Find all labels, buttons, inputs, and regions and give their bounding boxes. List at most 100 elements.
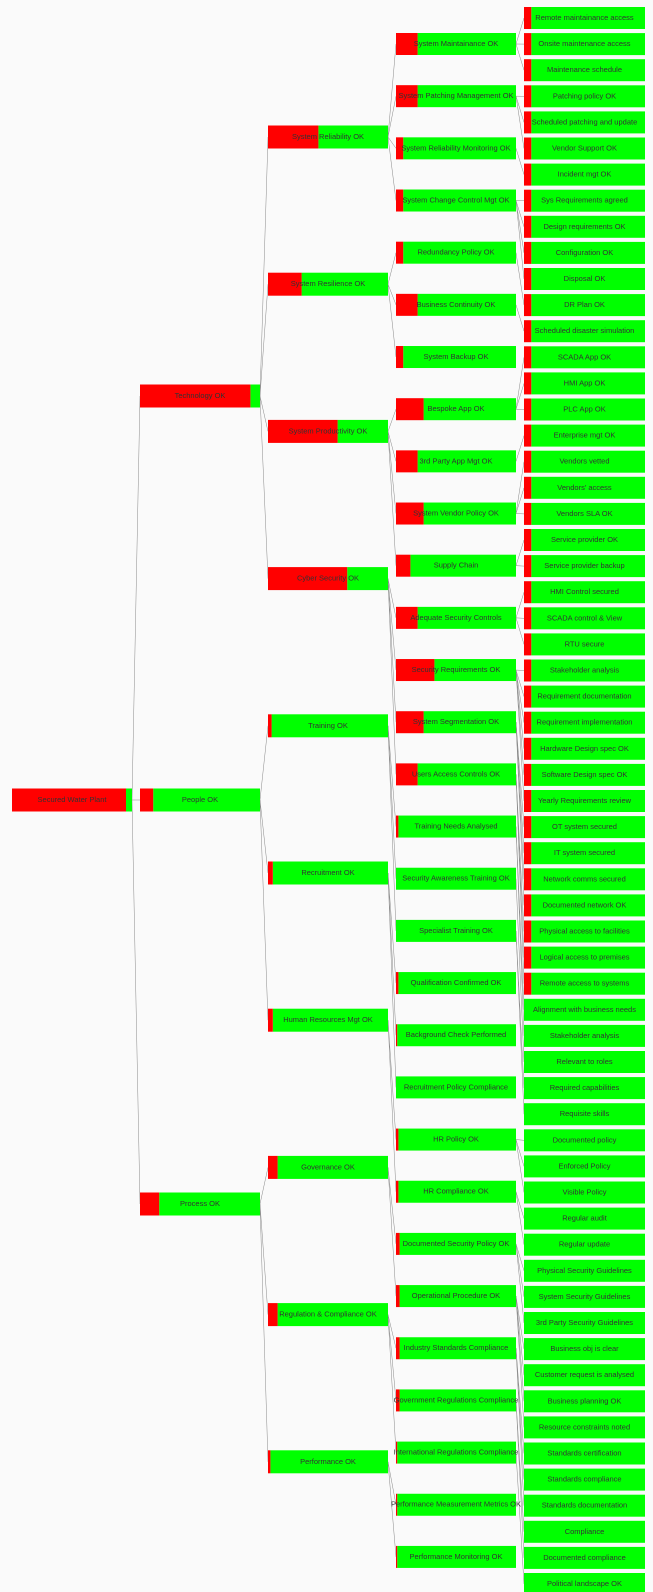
fail-bar xyxy=(396,554,411,577)
ok-bar xyxy=(524,1364,645,1387)
fail-bar xyxy=(396,1180,399,1203)
edge xyxy=(387,872,397,1088)
ok-bar xyxy=(531,59,645,82)
ok-bar xyxy=(417,606,516,629)
node-label: Customer request is analysed xyxy=(535,1370,634,1379)
ok-bar xyxy=(524,1468,645,1491)
fail-bar xyxy=(524,33,532,56)
edge xyxy=(387,578,397,618)
node-label: Alignment with business needs xyxy=(533,1005,636,1014)
ok-bar xyxy=(524,998,645,1021)
ok-bar xyxy=(531,398,645,421)
fail-bar xyxy=(396,1337,400,1360)
ok-bar xyxy=(398,1180,516,1203)
node-label: Business obj is clear xyxy=(550,1344,619,1353)
ok-bar xyxy=(531,372,645,395)
edge xyxy=(515,200,525,227)
fail-bar xyxy=(396,189,404,212)
node-label: System Productivity OK xyxy=(289,426,368,435)
ok-bar xyxy=(434,659,516,682)
fail-bar xyxy=(396,763,418,786)
node-label: People OK xyxy=(182,795,218,804)
edge xyxy=(515,1348,525,1454)
ok-bar xyxy=(417,33,516,55)
fail-bar xyxy=(524,555,532,578)
node-label: Regular audit xyxy=(562,1214,608,1223)
edge xyxy=(259,1203,269,1315)
edge xyxy=(387,1314,397,1401)
node-label: Performance Measurement Metrics OK xyxy=(391,1500,521,1509)
node-label: Process OK xyxy=(180,1199,220,1208)
node-label: HMI App OK xyxy=(564,378,606,387)
ok-bar xyxy=(531,607,645,630)
node-label: HMI Control secured xyxy=(550,587,619,596)
node-label: OT system secured xyxy=(552,822,617,831)
ok-bar xyxy=(398,1128,516,1151)
edge xyxy=(515,1296,525,1402)
node-label: Performance OK xyxy=(300,1457,356,1466)
node-label: SCADA control & View xyxy=(547,613,623,622)
edge xyxy=(387,725,397,931)
ok-bar xyxy=(403,189,516,212)
ok-bar xyxy=(531,502,645,525)
ok-bar xyxy=(250,384,260,408)
fail-bar xyxy=(396,241,404,264)
node-label: Human Resources Mgt OK xyxy=(283,1015,373,1024)
ok-bar xyxy=(399,1337,516,1360)
ok-bar xyxy=(531,189,645,212)
node-label: Background Check Performed xyxy=(406,1030,506,1039)
fail-bar xyxy=(524,320,532,343)
node-label: Training Needs Analysed xyxy=(414,822,497,831)
node-label: Vendors SLA OK xyxy=(556,509,612,518)
node-label: Regulation & Compliance OK xyxy=(279,1310,377,1319)
ok-bar xyxy=(531,868,645,891)
node-label: System Patching Management OK xyxy=(398,91,513,100)
node-label: Adequate Security Controls xyxy=(410,613,502,622)
ok-bar xyxy=(397,1024,516,1047)
ok-bar xyxy=(417,763,516,786)
edge xyxy=(515,357,525,410)
ok-bar xyxy=(396,867,516,890)
ok-bar xyxy=(531,529,645,551)
node-label: Documented Security Policy OK xyxy=(403,1239,510,1248)
edge xyxy=(131,395,141,801)
node-label: Physical Security Guidelines xyxy=(537,1266,632,1275)
edge xyxy=(515,17,525,45)
node-label: Regular update xyxy=(559,1240,610,1249)
node-label: System Maintainance OK xyxy=(414,39,499,48)
node-label: System Reliability Monitoring OK xyxy=(401,143,510,152)
edge xyxy=(515,1243,525,1271)
fail-bar xyxy=(268,861,273,885)
ok-bar xyxy=(417,450,516,473)
edge xyxy=(259,395,269,432)
edge xyxy=(515,592,525,618)
edge xyxy=(515,722,525,828)
edge xyxy=(259,136,269,397)
node-label: Network comms secured xyxy=(543,874,626,883)
ok-bar xyxy=(396,1076,516,1099)
edge xyxy=(515,722,525,906)
fail-bar xyxy=(140,384,251,408)
node-label: Vendor Support OK xyxy=(552,143,617,152)
edge xyxy=(515,1348,525,1506)
ok-bar xyxy=(153,788,260,812)
fail-bar xyxy=(524,737,532,760)
fail-bar xyxy=(524,137,532,160)
edge xyxy=(259,1167,269,1205)
node-label: Remote maintainance access xyxy=(535,13,634,22)
fail-bar xyxy=(396,1441,398,1464)
fail-bar xyxy=(396,137,404,160)
fail-bar xyxy=(268,419,338,443)
fail-bar xyxy=(524,346,532,369)
ok-bar xyxy=(531,85,645,108)
node-label: Recruitment OK xyxy=(301,868,354,877)
node-label: Business Continuity OK xyxy=(417,300,496,309)
node-label: Maintenance schedule xyxy=(547,65,622,74)
ok-bar xyxy=(531,137,645,160)
ok-bar xyxy=(271,714,388,738)
fail-bar xyxy=(524,476,532,499)
edge xyxy=(387,1167,397,1244)
ok-bar xyxy=(398,815,516,838)
fail-bar xyxy=(524,894,532,917)
node-label: Industry Standards Compliance xyxy=(404,1343,509,1352)
